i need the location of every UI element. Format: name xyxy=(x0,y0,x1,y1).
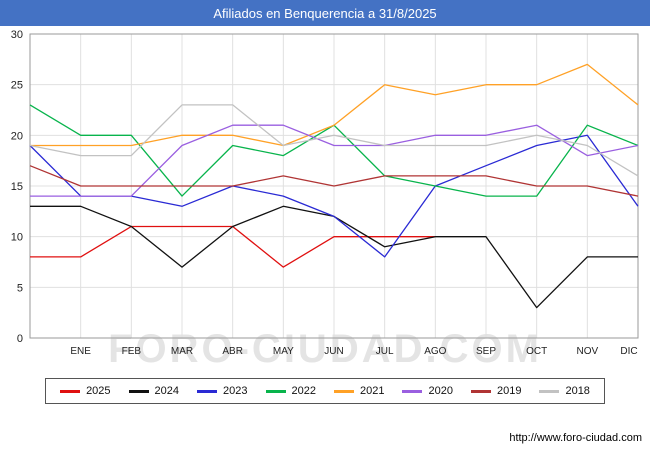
legend-swatch-2022 xyxy=(265,389,286,393)
series-2018 xyxy=(29,104,639,177)
legend-label-2020: 2020 xyxy=(428,385,453,397)
chart-area: FORO-CIUDAD.COM 0 5 10 15 20 25 30 ENE FEB MAR ABR M… xyxy=(0,26,650,366)
y-tick-label: 5 xyxy=(17,282,23,294)
x-tick-label: MAY xyxy=(273,346,294,357)
y-tick-label: 20 xyxy=(11,130,23,142)
x-tick-label: OCT xyxy=(526,346,547,357)
page-title: Afiliados en Benquerencia a 31/8/2025 xyxy=(213,5,437,21)
legend-swatch-2023 xyxy=(197,389,218,393)
x-tick-label: NOV xyxy=(576,346,598,357)
series-2021 xyxy=(30,63,639,147)
x-tick-label: FEB xyxy=(122,346,142,357)
watermark-text: FORO-CIUDAD.COM xyxy=(108,327,542,366)
legend-label-2022: 2022 xyxy=(291,385,316,397)
legend-item-2019: 2019 xyxy=(470,385,522,397)
plot-border xyxy=(29,33,639,339)
x-tick-label: DIC xyxy=(620,346,637,357)
legend-swatch-2019 xyxy=(470,389,491,393)
line-chart: FORO-CIUDAD.COM 0 5 10 15 20 25 30 ENE FEB MAR ABR M… xyxy=(11,29,639,366)
x-tick-label: JUN xyxy=(324,346,343,357)
chart-title-bar: Afiliados en Benquerencia a 31/8/2025 xyxy=(0,0,650,26)
legend-swatch-2024 xyxy=(128,389,149,393)
x-tick-label: ABR xyxy=(222,346,243,357)
legend-item-2020: 2020 xyxy=(402,385,453,397)
legend-label-2024: 2024 xyxy=(154,385,180,397)
legend-item-2024: 2024 xyxy=(128,385,180,397)
series-2019 xyxy=(29,165,639,197)
x-tick-label: MAR xyxy=(171,346,193,357)
chart-legend: 2025 2024 2023 2022 2021 2020 2019 2018 xyxy=(45,378,605,404)
series-2020 xyxy=(30,124,639,197)
y-tick-label: 15 xyxy=(11,181,23,193)
legend-item-2025: 2025 xyxy=(60,385,111,397)
y-tick-label: 0 xyxy=(17,333,23,345)
legend-item-2022: 2022 xyxy=(265,385,316,397)
x-tick-label: JUL xyxy=(376,346,394,357)
legend-label-2018: 2018 xyxy=(565,385,590,397)
legend-label-2021: 2021 xyxy=(360,385,385,397)
x-tick-label: ENE xyxy=(70,346,91,357)
legend-swatch-2025 xyxy=(60,389,81,393)
x-tick-label: SEP xyxy=(476,346,496,357)
y-tick-label: 25 xyxy=(11,80,23,92)
legend-row: 2025 2024 2023 2022 2021 2020 2019 2018 xyxy=(0,378,650,404)
legend-item-2023: 2023 xyxy=(197,385,248,397)
y-tick-label: 10 xyxy=(11,232,23,244)
legend-swatch-2018 xyxy=(539,389,560,393)
legend-item-2018: 2018 xyxy=(539,385,590,397)
x-tick-label: AGO xyxy=(424,346,446,357)
y-tick-label: 30 xyxy=(11,29,23,41)
legend-item-2021: 2021 xyxy=(334,385,384,397)
legend-swatch-2021 xyxy=(334,389,354,393)
legend-swatch-2020 xyxy=(402,389,423,393)
legend-label-2025: 2025 xyxy=(86,385,111,397)
legend-label-2023: 2023 xyxy=(223,385,248,397)
legend-label-2019: 2019 xyxy=(496,385,522,397)
footer-link[interactable]: http://www.foro-ciudad.com xyxy=(509,432,642,444)
